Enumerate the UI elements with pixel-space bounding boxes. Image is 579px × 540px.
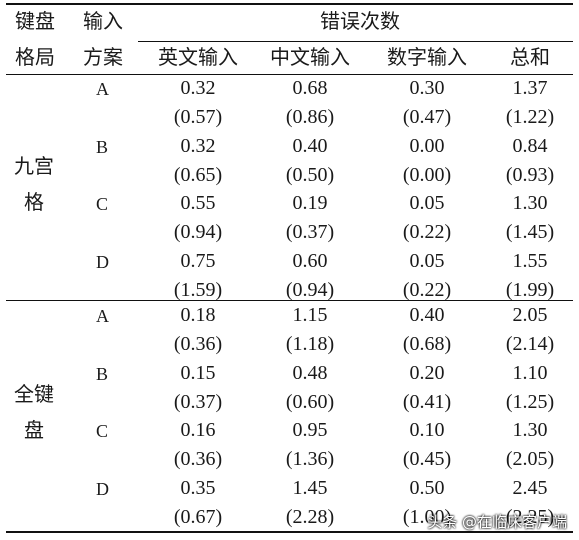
value-number: 0.00 <box>409 135 445 157</box>
sd-total: (1.45) <box>505 221 555 243</box>
header-total: 总和 <box>510 45 550 69</box>
scheme-label: D <box>96 479 109 499</box>
value-english: 0.35 <box>180 477 216 499</box>
sd-english: (0.65) <box>173 164 223 186</box>
sd-chinese: (1.18) <box>285 333 335 355</box>
value-number: 0.50 <box>409 477 445 499</box>
value-english: 0.32 <box>180 77 216 99</box>
sd-english: (0.67) <box>173 506 223 528</box>
sd-total: (1.25) <box>505 391 555 413</box>
header-errors-title: 错误次数 <box>320 9 400 33</box>
sd-chinese: (0.86) <box>285 106 335 128</box>
sd-total: (2.14) <box>505 333 555 355</box>
value-chinese: 0.60 <box>292 250 328 272</box>
value-chinese: 1.15 <box>292 304 328 326</box>
scheme-label: A <box>96 79 109 99</box>
value-number: 0.40 <box>409 304 445 326</box>
sd-english: (1.59) <box>173 279 223 301</box>
sd-chinese: (0.50) <box>285 164 335 186</box>
group-label-line2: 盘 <box>24 418 44 442</box>
header-scheme-line2: 方案 <box>83 45 123 69</box>
value-number: 0.30 <box>409 77 445 99</box>
sd-number: (0.22) <box>402 279 452 301</box>
sd-total: (2.05) <box>505 448 555 470</box>
value-total: 1.30 <box>512 419 548 441</box>
group-divider-rule <box>6 300 573 301</box>
header-rule <box>6 74 573 75</box>
sd-total: (1.22) <box>505 106 555 128</box>
value-total: 1.30 <box>512 192 548 214</box>
value-english: 0.32 <box>180 135 216 157</box>
sd-number: (0.45) <box>402 448 452 470</box>
sd-english: (0.36) <box>173 333 223 355</box>
header-layout-line2: 格局 <box>15 45 55 69</box>
value-chinese: 0.40 <box>292 135 328 157</box>
sd-english: (0.36) <box>173 448 223 470</box>
value-chinese: 0.19 <box>292 192 328 214</box>
scheme-label: B <box>96 364 109 384</box>
scheme-label: C <box>96 421 109 441</box>
value-total: 2.05 <box>512 304 548 326</box>
value-total: 2.45 <box>512 477 548 499</box>
value-number: 0.10 <box>409 419 445 441</box>
sd-number: (0.00) <box>402 164 452 186</box>
group-label-line1: 九宫 <box>14 154 54 178</box>
header-english-input: 英文输入 <box>158 45 238 69</box>
scheme-label: A <box>96 306 109 326</box>
sd-chinese: (0.94) <box>285 279 335 301</box>
sd-total: (0.93) <box>505 164 555 186</box>
bottom-rule <box>6 531 573 533</box>
value-total: 0.84 <box>512 135 548 157</box>
value-number: 0.05 <box>409 192 445 214</box>
header-number-input: 数字输入 <box>387 45 467 69</box>
top-rule <box>6 3 573 5</box>
sd-chinese: (1.36) <box>285 448 335 470</box>
value-english: 0.18 <box>180 304 216 326</box>
sd-number: (1.00) <box>402 506 452 528</box>
scheme-label: B <box>96 137 109 157</box>
value-total: 1.10 <box>512 362 548 384</box>
value-chinese: 0.48 <box>292 362 328 384</box>
value-english: 0.75 <box>180 250 216 272</box>
sd-chinese: (0.60) <box>285 391 335 413</box>
sd-number: (0.47) <box>402 106 452 128</box>
watermark: 头条 @在临床客户端 <box>427 513 567 531</box>
group-label-line2: 格 <box>24 190 44 214</box>
sd-number: (0.41) <box>402 391 452 413</box>
sd-total: (2.25) <box>505 506 555 528</box>
value-english: 0.55 <box>180 192 216 214</box>
value-english: 0.16 <box>180 419 216 441</box>
sd-number: (0.22) <box>402 221 452 243</box>
header-layout-line1: 键盘 <box>15 9 55 33</box>
scheme-label: D <box>96 252 109 272</box>
scheme-label: C <box>96 194 109 214</box>
header-scheme-line1: 输入 <box>83 9 123 33</box>
sd-english: (0.94) <box>173 221 223 243</box>
value-chinese: 0.95 <box>292 419 328 441</box>
header-subrule <box>138 41 573 42</box>
sd-number: (0.68) <box>402 333 452 355</box>
value-number: 0.05 <box>409 250 445 272</box>
sd-chinese: (2.28) <box>285 506 335 528</box>
value-chinese: 0.68 <box>292 77 328 99</box>
value-chinese: 1.45 <box>292 477 328 499</box>
group-label-line1: 全键 <box>14 382 54 406</box>
value-total: 1.55 <box>512 250 548 272</box>
sd-total: (1.99) <box>505 279 555 301</box>
value-english: 0.15 <box>180 362 216 384</box>
sd-chinese: (0.37) <box>285 221 335 243</box>
value-number: 0.20 <box>409 362 445 384</box>
sd-english: (0.57) <box>173 106 223 128</box>
header-chinese-input: 中文输入 <box>270 45 350 69</box>
sd-english: (0.37) <box>173 391 223 413</box>
value-total: 1.37 <box>512 77 548 99</box>
